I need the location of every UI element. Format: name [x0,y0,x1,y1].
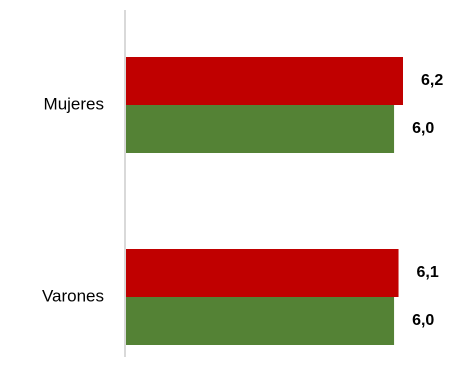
bar-varones-series-1 [126,249,399,297]
value-label-varones-series-2: 6,0 [412,312,434,329]
value-label-mujeres-series-2: 6,0 [412,120,434,137]
category-label-varones: Varones [42,286,104,305]
bar-varones-series-2 [126,297,395,345]
category-label-mujeres: Mujeres [44,94,104,113]
value-label-mujeres-series-1: 6,2 [421,72,443,89]
plot-area: Mujeres 6,2 6,0 Varones 6,1 6,0 [42,57,443,345]
bar-mujeres-series-1 [126,57,403,105]
bar-mujeres-series-2 [126,105,395,153]
value-label-varones-series-1: 6,1 [417,264,439,281]
